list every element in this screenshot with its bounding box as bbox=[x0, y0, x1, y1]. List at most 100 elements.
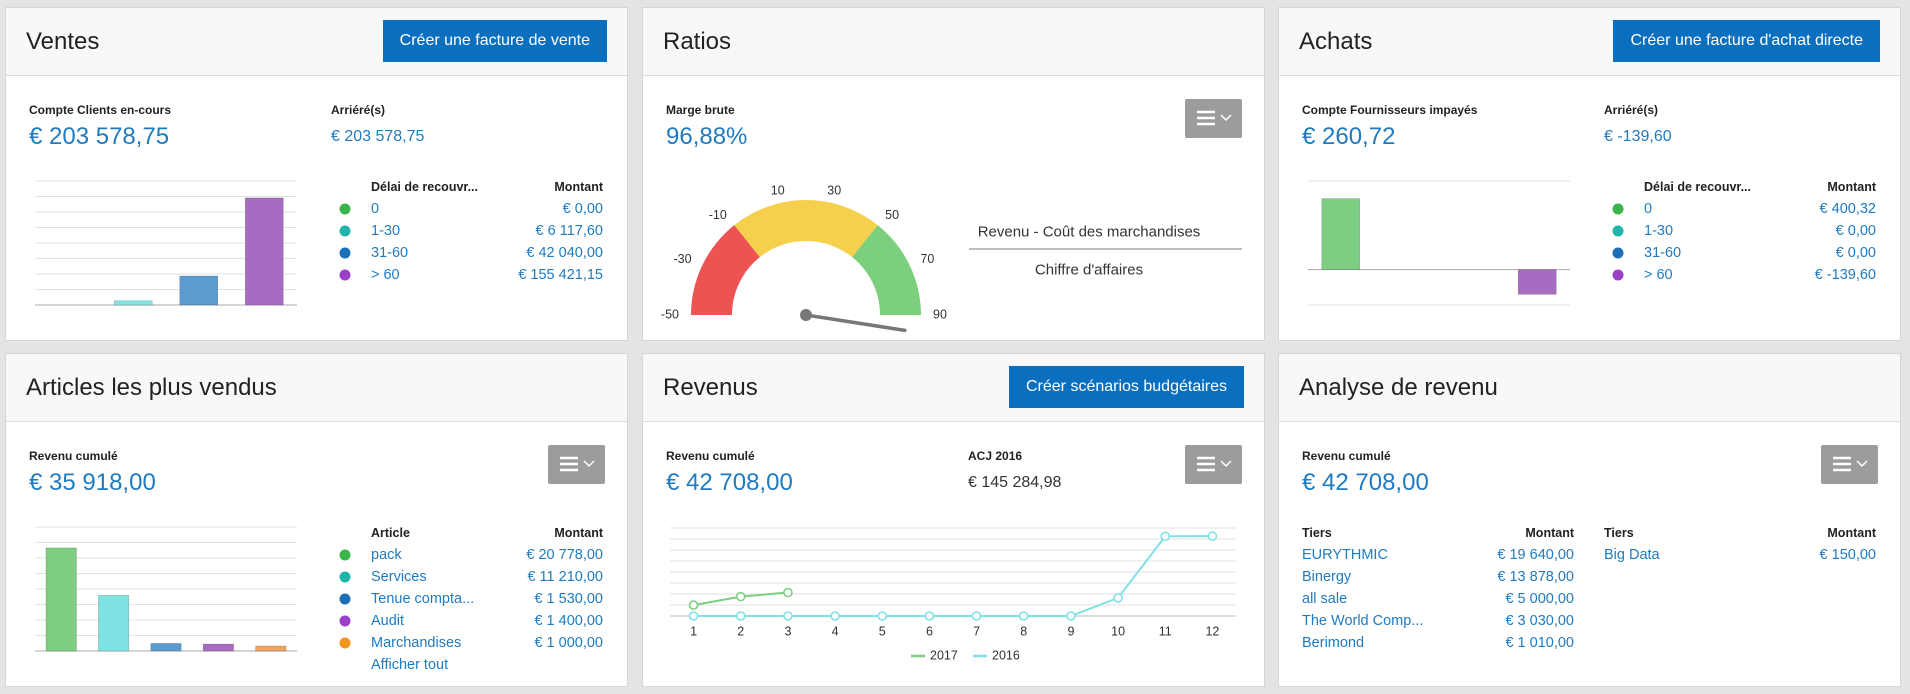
gauge-band bbox=[691, 225, 760, 315]
point bbox=[1207, 531, 1218, 541]
table-header: Article bbox=[371, 526, 410, 540]
show-all-link[interactable]: Afficher tout bbox=[371, 657, 449, 673]
point bbox=[877, 611, 888, 621]
kpi-value: € 145 284,98 bbox=[968, 474, 1062, 491]
formula-denominator: Chiffre d'affaires bbox=[1034, 261, 1144, 279]
row-label: 1-30 bbox=[1644, 223, 1674, 239]
panel: -50 -30 -10 10 30 50 70 90 Ratios Marge brute 96,8… bbox=[642, 7, 1265, 341]
menu-icon bbox=[1197, 456, 1232, 472]
row-label: pack bbox=[371, 547, 402, 563]
row-label: Services bbox=[371, 569, 427, 585]
chart bbox=[35, 180, 351, 306]
point bbox=[735, 591, 746, 602]
row-amount: € 6 117,60 bbox=[535, 223, 603, 239]
legend-label: 2016 bbox=[992, 648, 1020, 662]
bar bbox=[98, 595, 130, 652]
panel-title: Revenus bbox=[663, 374, 758, 401]
panel-title: Articles les plus vendus bbox=[26, 374, 277, 401]
row-amount: € 155 421,15 bbox=[518, 267, 603, 283]
bar bbox=[113, 300, 153, 306]
panel: Articles les plus vendus Revenu cumulé € 3… bbox=[5, 353, 628, 687]
legend-label: 2017 bbox=[930, 648, 958, 662]
formula-numerator: Revenu - Coût des marchandises bbox=[977, 223, 1201, 241]
menu-button[interactable] bbox=[1821, 445, 1878, 484]
row-amount: € 11 210,00 bbox=[527, 569, 603, 585]
row-label: Marchandises bbox=[371, 635, 462, 651]
kpi-label: Revenu cumulé bbox=[1302, 449, 1391, 463]
kpi-label: Revenu cumulé bbox=[666, 449, 755, 463]
row-amount: € 400,32 bbox=[1819, 201, 1876, 217]
gauge-tick-label: 70 bbox=[920, 252, 934, 266]
action-button[interactable]: Créer une facture de vente bbox=[382, 20, 607, 62]
panel: Ventes Créer une facture de vente Compte C… bbox=[5, 7, 628, 341]
series-line bbox=[693, 535, 1213, 617]
point bbox=[783, 611, 793, 621]
gauge-tick-label: -50 bbox=[661, 307, 679, 321]
point bbox=[1018, 611, 1029, 621]
point bbox=[688, 600, 699, 610]
menu-button[interactable] bbox=[1185, 445, 1242, 484]
menu-button[interactable] bbox=[1185, 99, 1242, 138]
panel-title: Analyse de revenu bbox=[1299, 374, 1498, 401]
point bbox=[735, 611, 746, 621]
legend-dot bbox=[339, 637, 351, 649]
panel: Achats Créer une facture d'achat directe C… bbox=[1278, 7, 1901, 341]
kpi-value: € 42 708,00 bbox=[666, 469, 793, 496]
row-label: 31-60 bbox=[371, 245, 409, 261]
bar bbox=[45, 547, 77, 652]
menu-chevron bbox=[1220, 460, 1232, 468]
point bbox=[688, 611, 699, 621]
chart: -50 -30 -10 10 30 50 70 90 bbox=[661, 183, 1242, 333]
x-tick-label: 9 bbox=[1067, 624, 1074, 638]
x-tick-label: 1 bbox=[690, 624, 697, 638]
menu-chevron bbox=[583, 460, 595, 468]
row-label: Binergy bbox=[1302, 569, 1352, 585]
point bbox=[924, 611, 935, 621]
table-header: Montant bbox=[1827, 180, 1876, 194]
row-label: Berimond bbox=[1302, 635, 1365, 651]
row-amount: € -139,60 bbox=[1814, 267, 1876, 283]
row-label: Big Data bbox=[1604, 547, 1660, 563]
row-amount: € 0,00 bbox=[562, 201, 603, 217]
x-tick-label: 8 bbox=[1020, 624, 1027, 638]
kpi-label: Revenu cumulé bbox=[29, 449, 118, 463]
gauge-tick-label: 30 bbox=[827, 183, 841, 197]
legend-dot bbox=[339, 247, 351, 259]
gauge-band bbox=[734, 200, 878, 258]
table-header: Montant bbox=[1525, 526, 1574, 540]
row-label: The World Comp... bbox=[1302, 613, 1424, 629]
row-label: 31-60 bbox=[1644, 245, 1682, 261]
table-header: Montant bbox=[554, 526, 603, 540]
gauge-band bbox=[852, 225, 921, 315]
action-button[interactable]: Créer une facture d'achat directe bbox=[1613, 20, 1880, 62]
row-label: 0 bbox=[1644, 201, 1653, 217]
panel-title: Ratios bbox=[663, 28, 732, 55]
action-button[interactable]: Créer scénarios budgétaires bbox=[1009, 366, 1244, 408]
menu-button[interactable] bbox=[548, 445, 605, 484]
x-tick-label: 12 bbox=[1205, 624, 1219, 638]
row-amount: € 1 530,00 bbox=[534, 591, 603, 607]
chart bbox=[35, 526, 351, 652]
row-amount: € 20 778,00 bbox=[526, 547, 603, 563]
menu-chevron bbox=[1220, 114, 1232, 122]
row-label: Audit bbox=[371, 613, 405, 629]
panel-title: Ventes bbox=[26, 28, 100, 55]
kpi-label: Compte Clients en-cours bbox=[29, 103, 172, 117]
row-amount: € 3 030,00 bbox=[1505, 613, 1574, 629]
x-tick-label: 11 bbox=[1159, 624, 1172, 638]
row-amount: € 42 040,00 bbox=[526, 245, 603, 261]
bar bbox=[150, 643, 182, 652]
row-label: > 60 bbox=[1644, 267, 1673, 283]
table-header: Tiers bbox=[1604, 526, 1634, 540]
panel: Analyse de revenu Revenu cumulé € 42 708,0… bbox=[1278, 353, 1901, 687]
kpi-value: 96,88% bbox=[666, 123, 748, 150]
panel-header: Articles les plus vendus bbox=[6, 354, 627, 422]
point bbox=[1113, 593, 1123, 603]
legend-dot bbox=[339, 203, 351, 215]
table-header: Délai de recouvr... bbox=[371, 180, 478, 194]
panel: 1 2 3 4 5 6 7 8 9 10 11 12 2017 2016 Revenus Créer scén… bbox=[642, 353, 1265, 687]
row-label: > 60 bbox=[371, 267, 400, 283]
x-tick-label: 2 bbox=[737, 624, 744, 638]
